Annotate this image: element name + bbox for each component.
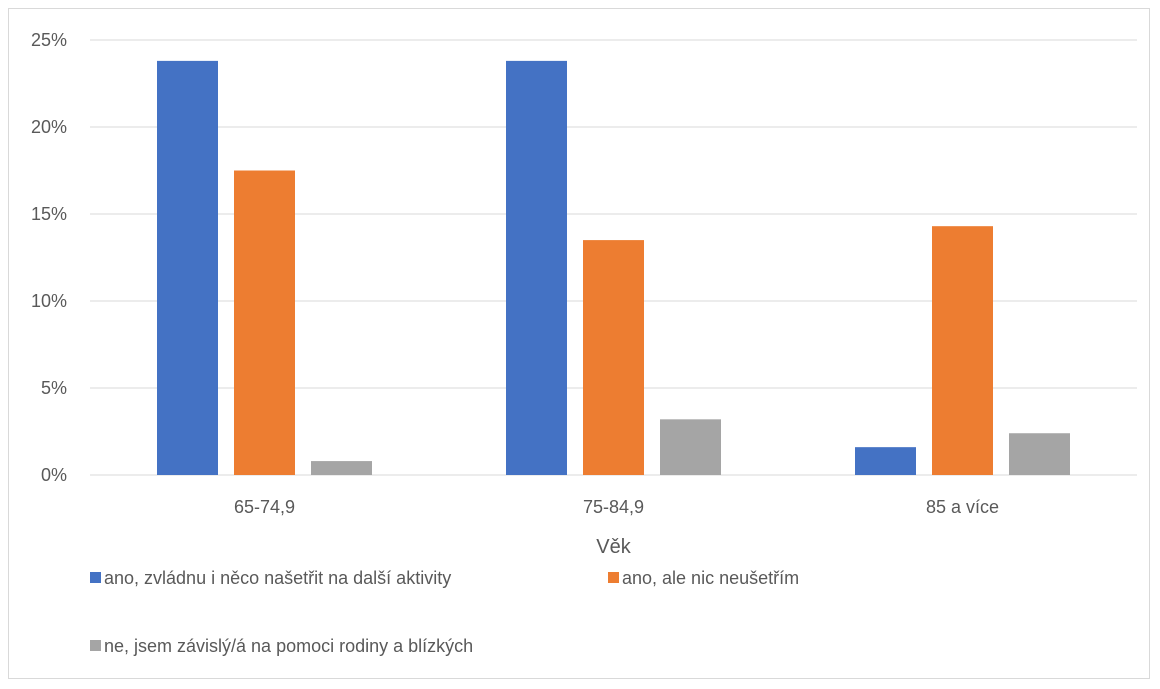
bar — [157, 60, 218, 475]
legend-item: ano, ale nic neušetřím — [608, 568, 799, 588]
y-axis-ticks: 0% 5% 10% 15% 20% 25% — [31, 30, 67, 485]
bar — [1009, 433, 1070, 475]
x-tick-label: 75-84,9 — [583, 497, 644, 517]
bars — [157, 60, 1070, 475]
y-tick-label: 15% — [31, 204, 67, 224]
legend-label: ano, zvládnu i něco našetřit na další ak… — [104, 568, 451, 588]
legend-swatch — [90, 572, 101, 583]
y-tick-label: 0% — [41, 465, 67, 485]
y-tick-label: 20% — [31, 117, 67, 137]
bar — [583, 240, 644, 475]
y-tick-label: 25% — [31, 30, 67, 50]
bar — [660, 419, 721, 475]
bar — [855, 447, 916, 475]
bar — [234, 170, 295, 475]
legend-swatch — [90, 640, 101, 651]
bar — [932, 226, 993, 475]
legend: ano, zvládnu i něco našetřit na další ak… — [90, 568, 799, 656]
legend-item: ano, zvládnu i něco našetřit na další ak… — [90, 568, 451, 588]
x-axis-title: Věk — [596, 536, 631, 558]
legend-label: ne, jsem závislý/á na pomoci rodiny a bl… — [104, 636, 473, 656]
bar — [506, 60, 567, 475]
y-tick-label: 10% — [31, 291, 67, 311]
x-axis-ticks: 65-74,9 75-84,9 85 a více — [234, 497, 999, 517]
legend-label: ano, ale nic neušetřím — [622, 568, 799, 588]
bar — [311, 461, 372, 475]
x-tick-label: 65-74,9 — [234, 497, 295, 517]
y-tick-label: 5% — [41, 378, 67, 398]
legend-item: ne, jsem závislý/á na pomoci rodiny a bl… — [90, 636, 473, 656]
x-tick-label: 85 a více — [926, 497, 999, 517]
legend-swatch — [608, 572, 619, 583]
